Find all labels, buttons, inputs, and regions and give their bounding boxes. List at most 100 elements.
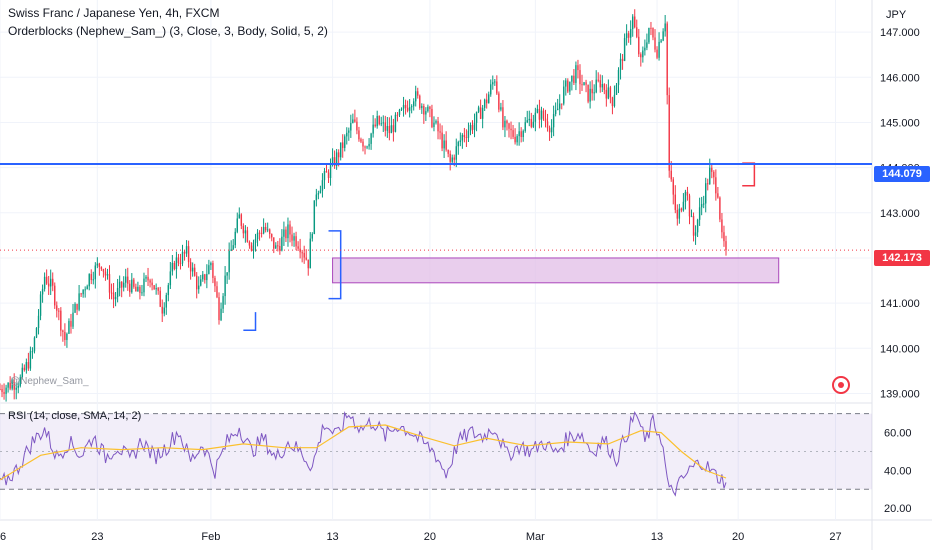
rsi-ma-line: [0, 424, 727, 481]
candle-body: [242, 225, 245, 234]
record-icon[interactable]: [832, 376, 850, 394]
candle-body: [11, 382, 13, 389]
candle-body: [469, 125, 472, 131]
indicator-title[interactable]: Orderblocks (Nephew_Sam_) (3, Close, 3, …: [8, 24, 328, 38]
candle-body: [607, 87, 610, 99]
candle-body: [356, 121, 358, 131]
candle-body: [157, 288, 159, 291]
candle-body: [260, 232, 263, 234]
candle-body: [43, 276, 46, 289]
candle-body: [70, 320, 72, 327]
candle-body: [100, 266, 103, 270]
candle-body: [169, 271, 172, 286]
candle-body: [471, 125, 474, 130]
candle-body: [96, 263, 99, 266]
candle-body: [705, 183, 707, 204]
candle-body: [133, 279, 135, 287]
candle-body: [725, 241, 727, 251]
candle-body: [200, 279, 202, 286]
candle-body: [224, 275, 226, 297]
candle-body: [552, 114, 555, 128]
candle-body: [301, 252, 303, 254]
candle-body: [335, 152, 338, 166]
candle-body: [102, 269, 105, 272]
candle-body: [544, 118, 547, 122]
candle-body: [408, 107, 411, 111]
candle-body: [402, 104, 405, 109]
candle-body: [250, 245, 253, 251]
candle-body: [404, 104, 407, 108]
candle-body: [417, 91, 419, 96]
candle-body: [435, 121, 437, 123]
symbol-title[interactable]: Swiss Franc / Japanese Yen, 4h, FXCM: [8, 6, 220, 20]
candle-body: [629, 29, 632, 38]
candle-body: [595, 79, 597, 93]
candle-body: [611, 97, 614, 107]
candle-body: [518, 131, 520, 137]
candle-body: [331, 157, 334, 165]
candle-body: [344, 136, 346, 148]
candle-body: [455, 146, 457, 160]
candle-body: [210, 263, 212, 266]
candle-body: [327, 172, 330, 178]
candle-body: [325, 171, 328, 173]
candle-body: [303, 252, 305, 258]
candle-body: [644, 47, 646, 51]
candle-body: [646, 42, 648, 48]
candle-body: [370, 133, 372, 144]
candle-body: [179, 263, 182, 265]
candle-body: [195, 275, 198, 290]
candle-body: [246, 230, 249, 242]
rsi-title[interactable]: RSI (14, close, SMA, 14, 2): [8, 410, 142, 422]
candle-body: [127, 276, 129, 284]
candlestick-series: [0, 9, 727, 402]
candle-body: [80, 293, 82, 295]
candle-body: [222, 296, 224, 309]
candle-body: [289, 224, 291, 235]
candle-body: [208, 265, 210, 274]
candle-body: [638, 36, 640, 55]
candle-body: [550, 127, 553, 133]
candle-body: [7, 382, 9, 388]
candle-body: [522, 130, 524, 138]
candle-body: [149, 280, 151, 283]
candle-body: [129, 283, 131, 293]
candle-body: [536, 108, 539, 113]
candle-body: [167, 285, 170, 296]
candle-body: [206, 273, 208, 281]
candle-body: [94, 265, 97, 280]
candle-body: [658, 41, 660, 58]
candle-body: [47, 283, 50, 287]
candle-body: [664, 23, 666, 32]
candle-body: [76, 303, 78, 310]
candle-body: [688, 195, 691, 217]
candle-body: [54, 285, 56, 306]
candle-body: [467, 130, 470, 138]
price-tick-label: 139.000: [880, 388, 920, 400]
candle-body: [613, 94, 616, 107]
orderblock-bracket: [328, 230, 342, 300]
candle-body: [114, 296, 117, 300]
candle-body: [19, 377, 21, 386]
candle-body: [443, 140, 445, 149]
orderblock-rect: [332, 257, 780, 284]
candle-body: [577, 65, 579, 71]
candle-body: [145, 276, 147, 279]
candle-body: [84, 289, 86, 291]
candle-body: [41, 288, 44, 295]
candle-body: [277, 245, 279, 247]
time-axis[interactable]: 16 23 Feb 13 20 Mar 13 20 27: [0, 531, 842, 543]
candle-body: [621, 58, 624, 61]
candle-body: [540, 110, 543, 120]
price-axis[interactable]: JPY147.000146.000145.000144.000143.00014…: [880, 9, 920, 400]
candle-body: [74, 303, 76, 313]
candle-body: [427, 106, 429, 112]
candle-body: [457, 142, 460, 147]
candle-body: [674, 194, 677, 210]
candle-body: [684, 191, 687, 202]
candle-body: [563, 86, 565, 104]
time-tick-label: 27: [829, 531, 841, 543]
candle-body: [534, 112, 537, 122]
candle-body: [159, 290, 161, 307]
